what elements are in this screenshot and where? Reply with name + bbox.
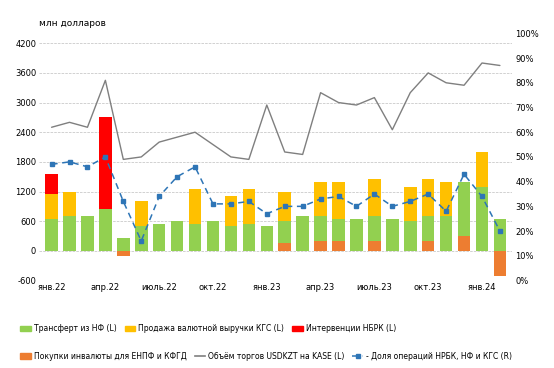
Bar xyxy=(224,197,237,226)
Bar xyxy=(314,182,327,216)
Bar xyxy=(63,191,76,216)
Bar xyxy=(63,216,76,251)
Bar xyxy=(117,238,130,251)
Bar xyxy=(81,216,94,251)
Text: млн долларов: млн долларов xyxy=(39,20,106,28)
Bar xyxy=(117,251,130,256)
Bar xyxy=(404,187,417,221)
Bar xyxy=(422,179,434,216)
Bar xyxy=(260,226,273,251)
Bar xyxy=(368,241,381,251)
Bar xyxy=(135,201,147,226)
Bar xyxy=(332,241,345,251)
Bar xyxy=(135,226,147,251)
Bar xyxy=(99,117,112,209)
Bar xyxy=(422,216,434,251)
Bar xyxy=(243,189,255,224)
Bar xyxy=(404,221,417,251)
Bar xyxy=(224,226,237,251)
Bar xyxy=(422,241,434,251)
Bar xyxy=(279,221,291,251)
Bar xyxy=(171,221,183,251)
Legend: Покупки инвалюты для ЕНПФ и КФГД, Объём торгов USDKZT на KASE (L), - Доля операц: Покупки инвалюты для ЕНПФ и КФГД, Объём … xyxy=(20,351,512,361)
Bar xyxy=(440,182,453,216)
Bar xyxy=(458,182,470,251)
Bar xyxy=(296,216,309,251)
Bar xyxy=(440,216,453,251)
Bar xyxy=(314,241,327,251)
Bar xyxy=(332,219,345,251)
Legend: Трансферт из НФ (L), Продажа валютной выручки КГС (L), Интервенции НБРК (L): Трансферт из НФ (L), Продажа валютной вы… xyxy=(20,324,396,333)
Bar xyxy=(476,187,488,251)
Bar xyxy=(314,216,327,251)
Bar xyxy=(368,179,381,216)
Bar xyxy=(279,191,291,221)
Bar xyxy=(368,216,381,251)
Bar xyxy=(189,189,201,224)
Bar xyxy=(45,194,58,219)
Bar xyxy=(279,243,291,251)
Bar xyxy=(494,219,506,251)
Bar xyxy=(332,182,345,219)
Bar xyxy=(476,152,488,187)
Bar xyxy=(458,236,470,251)
Bar xyxy=(494,251,506,276)
Bar xyxy=(45,174,58,194)
Bar xyxy=(45,219,58,251)
Bar xyxy=(99,209,112,251)
Bar xyxy=(207,221,219,251)
Bar xyxy=(350,219,363,251)
Bar xyxy=(189,224,201,251)
Bar xyxy=(243,224,255,251)
Bar xyxy=(386,219,398,251)
Bar xyxy=(153,224,166,251)
